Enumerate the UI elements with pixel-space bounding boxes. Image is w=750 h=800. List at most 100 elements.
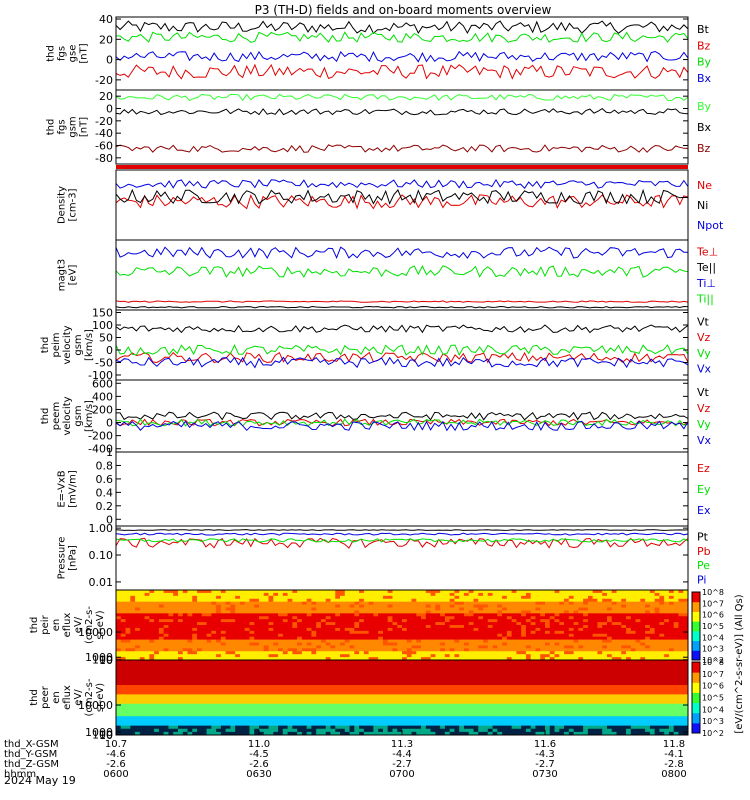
spectrogram-cell (440, 694, 446, 698)
spectrogram-cell (402, 681, 408, 686)
spectrogram-cell (583, 639, 589, 643)
spectrogram-cell (116, 728, 122, 733)
spectrogram-cell (363, 666, 370, 670)
spectrogram-cell (673, 654, 679, 658)
spectrogram-cell (463, 660, 470, 664)
spectrogram-cell (573, 651, 579, 655)
spectrogram-cell (554, 642, 560, 646)
spectrogram-cell (545, 639, 551, 643)
spectrogram-cell (311, 666, 317, 670)
spectrogram-cell (654, 610, 660, 614)
spectrogram-cell (168, 716, 174, 720)
spectrogram-cell (335, 719, 341, 723)
spectrogram-cell (130, 633, 136, 638)
spectrogram-cell (259, 630, 265, 635)
spectrogram-cell (402, 610, 408, 614)
spectrogram-cell (654, 607, 660, 611)
spectrogram-cell (320, 592, 327, 597)
spectrogram-cell (468, 672, 474, 677)
spectrogram-cell (120, 691, 127, 695)
spectrogram-cell (463, 633, 470, 638)
spectrogram-cell (197, 642, 203, 646)
spectrogram-cell (311, 604, 317, 608)
spectrogram-cell (206, 666, 212, 670)
spectrogram-cell (473, 601, 479, 606)
spectrogram-cell (459, 610, 465, 614)
spectrogram-cell (359, 722, 365, 727)
spectrogram-cell (311, 616, 317, 620)
spectrogram-cell (278, 607, 284, 611)
spectrogram-cell (564, 592, 570, 597)
spectrogram-cell (220, 700, 227, 705)
spectrogram-cell (416, 610, 422, 614)
spectrogram-cell (602, 654, 608, 658)
spectrogram-cell (344, 666, 351, 670)
spectrogram-cell (435, 694, 441, 698)
spectrogram-cell (158, 731, 165, 736)
spectrogram-cell (168, 590, 174, 594)
spectrogram-cell (521, 613, 527, 617)
spectrogram-cell (678, 604, 684, 608)
spectrogram-cell (249, 651, 255, 655)
spectrogram-cell (344, 598, 351, 603)
spectrogram-cell (621, 592, 627, 597)
spectrogram-cell (373, 719, 379, 723)
spectrogram-cell (549, 625, 556, 629)
spectrogram-cell (635, 604, 641, 608)
spectrogram-cell (435, 669, 441, 673)
spectrogram-cell (135, 590, 141, 594)
spectrogram-cell (163, 703, 169, 708)
spectrogram-cell (254, 722, 260, 727)
spectrogram-cell (311, 654, 317, 658)
spectrogram-cell (168, 678, 174, 683)
spectrogram-cell (306, 654, 312, 658)
spectrogram-cell (216, 716, 222, 720)
spectrogram-cell (549, 645, 556, 649)
spectrogram-cell (454, 654, 460, 658)
spectrogram-cell (139, 654, 146, 658)
spectrogram-cell (387, 660, 393, 664)
spectrogram-cell (120, 725, 127, 730)
spectrogram-cell (359, 694, 365, 698)
spectrogram-cell (397, 725, 403, 730)
spectrogram-cell (268, 619, 274, 623)
spectrogram-cell (273, 716, 279, 720)
spectrogram-cell (154, 716, 160, 720)
spectrogram-cell (421, 625, 427, 629)
spectrogram-cell (502, 598, 508, 603)
spectrogram-cell (125, 697, 131, 702)
spectrogram-cell (316, 672, 322, 677)
spectrogram-cell (220, 598, 227, 603)
spectrogram-cell (487, 595, 494, 600)
spectrogram-cell (139, 590, 146, 594)
spectrogram-cell (678, 595, 684, 600)
spectrogram-cell (120, 703, 127, 708)
spectrogram-cell (354, 627, 360, 632)
spectrogram-cell (435, 625, 441, 629)
spectrogram-cell (382, 678, 389, 683)
spectrogram-cell (120, 654, 127, 658)
spectrogram-cell (249, 627, 255, 632)
spectrogram-cell (363, 625, 370, 629)
spectrogram-cell (230, 642, 236, 646)
spectrogram-cell (192, 719, 198, 723)
spectrogram-cell (606, 595, 613, 600)
spectrogram-cell (611, 601, 617, 606)
spectrogram-cell (173, 666, 179, 670)
spectrogram-cell (535, 619, 541, 623)
spectrogram-cell (683, 598, 689, 603)
spectrogram-cell (487, 627, 494, 632)
spectrogram-cell (297, 719, 303, 723)
spectrogram-cell (116, 703, 122, 708)
spectrogram-cell (492, 610, 498, 614)
spectrogram-cell (492, 592, 498, 597)
spectrogram-cell (440, 595, 446, 600)
spectrogram-cell (130, 681, 136, 686)
spectrogram-cell (273, 607, 279, 611)
spectrogram-cell (483, 675, 489, 680)
spectrogram-cell (421, 685, 427, 689)
spectrogram-cell (430, 713, 436, 717)
spectrogram-cell (425, 654, 432, 658)
spectrogram-cell (425, 675, 432, 680)
spectrogram-cell (411, 604, 417, 608)
